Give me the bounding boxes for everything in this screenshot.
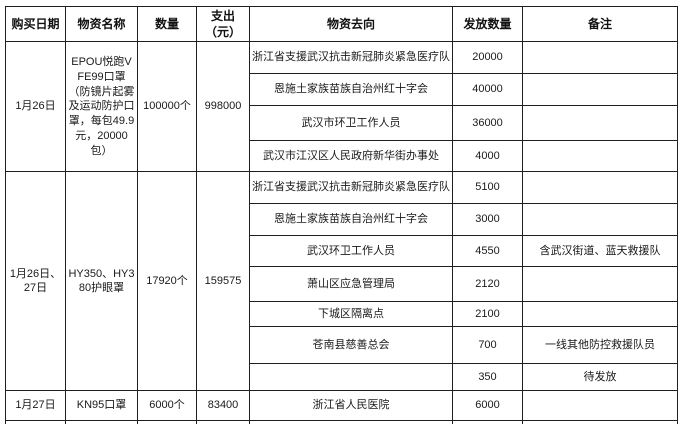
issued-qty-cell: 40000	[452, 73, 523, 107]
destination-cell: 浙江省人民医院	[249, 390, 453, 422]
destination-cell: 恩施土家族苗族自治州红十字会	[249, 203, 453, 237]
issued-qty-cell: 2120	[452, 266, 523, 303]
quantity-cell: 6000个	[137, 390, 197, 422]
remark-cell	[522, 390, 678, 422]
destination-cell: 浙江省支援武汉抗击新冠肺炎紧急医疗队	[249, 171, 453, 205]
table-row: 1月26日、27日 HY350、HY380护眼罩 17920个 159575 浙…	[5, 171, 678, 392]
remark-cell: 待发放	[522, 363, 678, 392]
expense-cell: 83400	[196, 390, 250, 422]
col-header-expense-yuan: 支出 （元）	[196, 5, 250, 43]
quantity-cell: 17920个	[137, 171, 197, 392]
material-name-cell: KN95口罩	[65, 390, 138, 422]
table-row: 武汉市环卫工作人员 36000	[6, 105, 678, 142]
destination-cell: 恩施土家族苗族自治州红十字会	[249, 73, 453, 107]
col-header-purchase-date: 购买日期	[5, 5, 66, 43]
expense-cell: 998000	[196, 41, 250, 173]
table-row: 1月27日 KN95口罩 6000个 83400 浙江省人民医院 6000	[5, 390, 678, 422]
table-row: 武汉市江汉区人民政府新华街办事处 4000	[6, 140, 678, 173]
destination-cell	[249, 363, 453, 392]
remark-cell	[522, 73, 678, 107]
col-header-destination: 物资去向	[249, 5, 453, 43]
purchase-date-cell: 1月27日	[5, 390, 66, 422]
issued-qty-cell: 2100	[452, 301, 523, 328]
issued-qty-cell: 5100	[452, 171, 523, 205]
col-header-remarks: 备注	[522, 5, 678, 43]
destination-cell: 武汉市江汉区人民政府新华街办事处	[249, 140, 453, 173]
remark-cell	[522, 105, 678, 142]
purchase-date-cell: 1月26日	[5, 41, 66, 173]
expense-cell: 159575	[196, 171, 250, 392]
destination-cell: 武汉环卫工作人员	[249, 235, 453, 268]
quantity-cell: 100000个	[137, 41, 197, 173]
issued-qty-cell: 4000	[452, 140, 523, 173]
issued-qty-cell: 3000	[452, 203, 523, 237]
destination-cell: 浙江省支援武汉抗击新冠肺炎紧急医疗队	[249, 41, 453, 75]
remark-cell	[522, 301, 678, 328]
table-row: 350 待发放	[6, 363, 678, 392]
issued-qty-cell: 4550	[452, 235, 523, 268]
issued-qty-cell: 6000	[452, 390, 523, 422]
table-row: 恩施土家族苗族自治州红十字会 40000	[6, 73, 678, 107]
empty-cell	[522, 420, 678, 424]
destination-cell: 苍南县慈善总会	[249, 326, 453, 365]
table-row: 苍南县慈善总会 700 一线其他防控救援队员	[6, 326, 678, 365]
col-header-material-name: 物资名称	[65, 5, 138, 43]
table-row: 恩施土家族苗族自治州红十字会 3000	[6, 203, 678, 237]
material-name-cell: EPOU悦跑VFE99口罩（防镜片起雾及运动防护口罩，每包49.9元，20000…	[65, 41, 138, 173]
destination-cell: 萧山区应急管理局	[249, 266, 453, 303]
remark-cell	[522, 203, 678, 237]
issued-qty-cell: 700	[452, 326, 523, 365]
col-header-quantity: 数量	[137, 5, 197, 43]
material-name-cell: HY350、HY380护眼罩	[65, 171, 138, 392]
remark-cell: 一线其他防控救援队员	[522, 326, 678, 365]
issued-qty-cell: 36000	[452, 105, 523, 142]
header-row: 购买日期 物资名称 数量 支出 （元） 物资去向 发放数量 备注	[5, 5, 678, 43]
remark-cell	[522, 140, 678, 173]
remark-cell	[522, 41, 678, 75]
purchase-date-cell: 1月26日、27日	[5, 171, 66, 392]
issued-qty-cell: 350	[452, 363, 523, 392]
issued-qty-cell: 20000	[452, 41, 523, 75]
table-row-partial	[5, 420, 678, 424]
supplies-table: 购买日期 物资名称 数量 支出 （元） 物资去向 发放数量 备注 1月26日 E…	[5, 5, 678, 424]
table-row: 武汉环卫工作人员 4550 含武汉街道、蓝天救援队	[6, 235, 678, 268]
remark-cell	[522, 171, 678, 205]
table-row: 1月26日 EPOU悦跑VFE99口罩（防镜片起雾及运动防护口罩，每包49.9元…	[5, 41, 678, 173]
remark-cell: 含武汉街道、蓝天救援队	[522, 235, 678, 268]
remark-cell	[522, 266, 678, 303]
destination-cell: 下城区隔离点	[249, 301, 453, 328]
col-header-issued-quantity: 发放数量	[452, 5, 523, 43]
destination-cell: 武汉市环卫工作人员	[249, 105, 453, 142]
